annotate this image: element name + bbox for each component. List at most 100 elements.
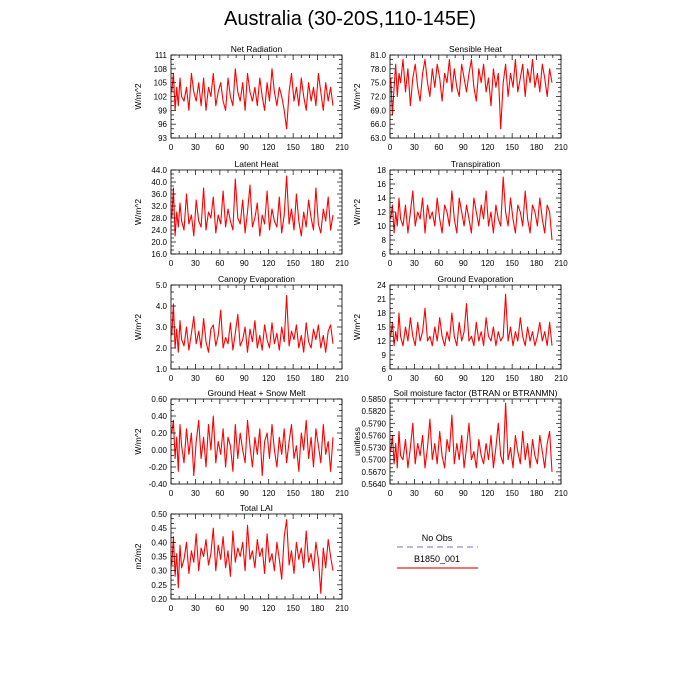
y-tick-label: 18 [377,166,386,175]
plot-frame [170,513,343,600]
x-tick-label: 90 [240,374,249,383]
panel-title: Ground Heat + Snow Melt [207,388,306,398]
x-tick-label: 60 [434,259,443,268]
y-tick-label: 0.60 [151,395,167,404]
panel-6: 0 30 60 90 120 150 180 210 6 9 12 15 18 21 24 Ground Ev… [352,274,568,383]
y-tick-label: 6 [382,250,387,259]
x-tick-label: 210 [335,143,349,152]
x-tick-label: 0 [388,489,393,498]
y-tick-label: 36.0 [151,190,167,199]
series-line [390,402,553,472]
y-tick-label: 63.0 [370,134,386,143]
x-tick-label: 120 [262,143,276,152]
panel-2: 0 30 60 90 120 150 180 210 63.0 66.0 69.0 72.0 75.0 7… [352,44,568,152]
series-line [171,294,334,353]
x-tick-label: 60 [215,604,224,613]
x-tick-label: 180 [311,259,325,268]
x-tick-label: 150 [286,259,300,268]
y-axis-label: W/m^2 [133,199,143,225]
x-tick-label: 150 [505,374,519,383]
legend: No Obs B1850_001 [397,533,478,569]
y-tick-label: 0.20 [151,429,167,438]
x-tick-label: 30 [191,374,200,383]
y-tick-label: 0.5700 [362,456,387,465]
panel-title: Transpiration [451,159,501,169]
panel-title: Canopy Evaporation [218,274,295,284]
y-axis-label: W/m^2 [133,428,143,454]
y-tick-label: 0.35 [151,553,167,562]
y-tick-label: 0.5790 [362,419,387,428]
y-tick-label: 78.0 [370,65,386,74]
y-tick-label: 44.0 [151,166,167,175]
plot-frame [170,398,343,485]
x-tick-label: 180 [311,374,325,383]
x-tick-label: 90 [459,259,468,268]
y-tick-label: 0.5640 [362,480,387,489]
plot-frame [170,169,343,255]
y-tick-label: 0.00 [151,446,167,455]
series-line [171,175,334,237]
x-tick-label: 210 [335,489,349,498]
y-tick-label: 32.0 [151,202,167,211]
x-tick-label: 90 [240,259,249,268]
x-tick-label: 0 [169,489,174,498]
y-tick-label: 1.0 [156,365,168,374]
x-tick-label: 0 [169,604,174,613]
plot-frame [170,284,343,370]
x-tick-label: 60 [434,489,443,498]
x-tick-label: 0 [169,259,174,268]
y-tick-label: 15 [377,323,386,332]
panel-1: 0 30 60 90 120 150 180 210 93 96 99 102 105 108 111 Net… [133,44,349,152]
x-tick-label: 120 [262,604,276,613]
y-tick-label: 0.5730 [362,444,387,453]
y-axis-label: W/m^2 [352,83,362,109]
x-tick-label: 180 [311,489,325,498]
panel-title: Net Radiation [231,44,283,54]
y-tick-label: 72.0 [370,93,386,102]
series-line [390,293,553,347]
figure-title: Australia (30-20S,110-145E) [224,8,476,30]
y-tick-label: 0.5850 [362,395,387,404]
series-line [171,68,334,130]
y-tick-label: 12 [377,337,386,346]
y-tick-label: 0.5820 [362,407,387,416]
y-tick-label: 8 [382,236,387,245]
series-line [390,59,553,130]
x-tick-label: 0 [388,374,393,383]
panel-title: Soil moisture factor (BTRAN or BTRANMN) [394,388,558,398]
y-tick-label: 69.0 [370,106,386,115]
x-tick-label: 30 [410,489,419,498]
x-tick-label: 30 [191,259,200,268]
panel-9: 0 30 60 90 120 150 180 210 0.20 0.25 0.30 0.35 0.40 0… [133,503,349,613]
x-tick-label: 120 [481,259,495,268]
x-tick-label: 30 [191,143,200,152]
x-tick-label: 120 [262,489,276,498]
x-tick-label: 210 [554,143,568,152]
series-line [171,519,334,594]
x-tick-label: 30 [410,143,419,152]
y-tick-label: 111 [155,51,168,60]
x-tick-label: 60 [434,143,443,152]
x-tick-label: 210 [335,604,349,613]
y-tick-label: 16 [377,180,386,189]
x-tick-label: 120 [262,374,276,383]
y-tick-label: 24.0 [151,226,167,235]
x-tick-label: 60 [215,259,224,268]
y-tick-label: 20.0 [151,238,167,247]
y-tick-label: 12 [377,208,386,217]
x-tick-label: 210 [554,489,568,498]
x-tick-label: 150 [286,143,300,152]
x-tick-label: 90 [459,374,468,383]
y-axis-label: m2/m2 [133,543,143,569]
y-tick-label: -0.20 [149,463,168,472]
y-axis-label: W/m^2 [133,83,143,109]
x-tick-label: 120 [262,259,276,268]
x-tick-label: 60 [434,374,443,383]
y-tick-label: 9 [382,351,387,360]
x-tick-label: 60 [215,489,224,498]
legend-entry-label: B1850_001 [414,554,460,564]
panel-8: 0 30 60 90 120 150 180 210 0.5640 0.5670 0.5700 0.5… [352,388,568,498]
y-tick-label: 0.50 [151,510,167,519]
panel-7: 0 30 60 90 120 150 180 210 -0.40 -0.20 0.00 0.20 0.4… [133,388,349,498]
panel-5: 0 30 60 90 120 150 180 210 1.0 2.0 3.0 4.0 5.0 Canopy… [133,274,349,383]
